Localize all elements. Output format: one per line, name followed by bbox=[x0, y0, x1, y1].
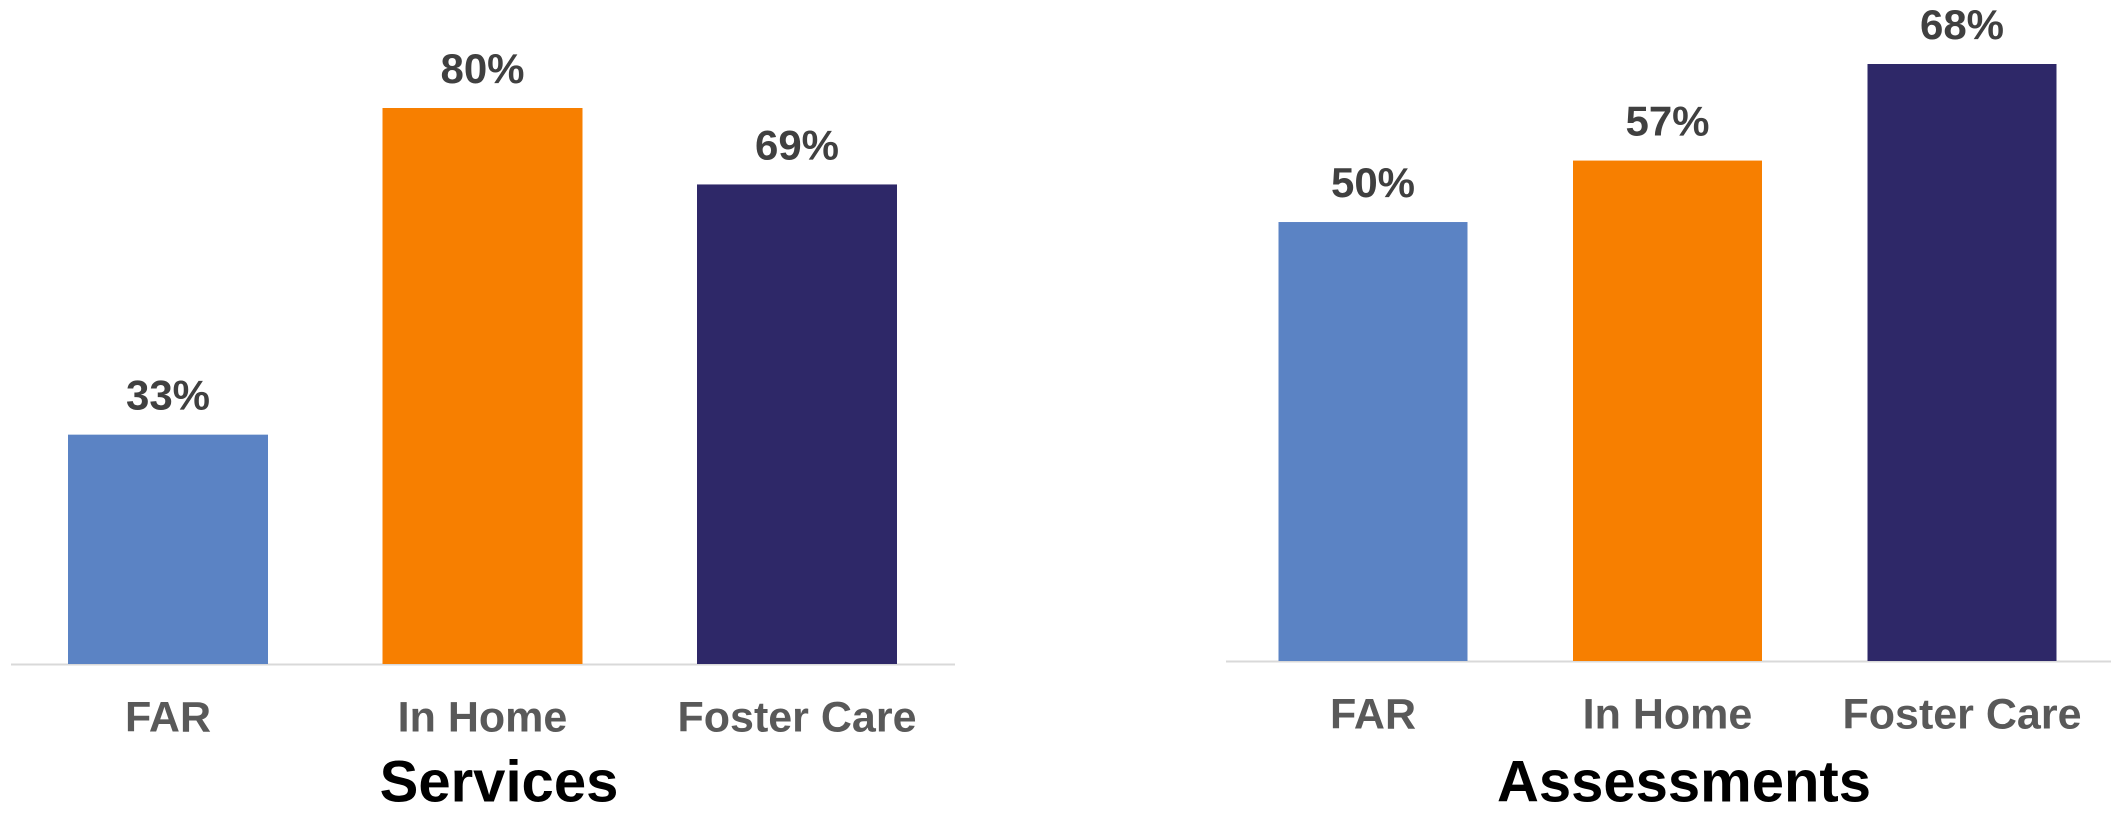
x-tick-label: In Home bbox=[398, 693, 568, 741]
data-label: 69% bbox=[755, 122, 839, 169]
data-label: 68% bbox=[1920, 1, 2004, 48]
x-tick-label: FAR bbox=[125, 693, 211, 741]
data-label: 80% bbox=[440, 45, 524, 92]
chart-title: Assessments bbox=[1497, 749, 1871, 814]
data-label: 57% bbox=[1625, 98, 1709, 145]
bar bbox=[1573, 160, 1762, 661]
bar bbox=[697, 184, 897, 664]
x-tick-label: Foster Care bbox=[1843, 690, 2082, 738]
data-label: 33% bbox=[126, 372, 210, 419]
chart-title: Services bbox=[380, 749, 619, 814]
bar bbox=[382, 108, 583, 664]
data-label: 50% bbox=[1331, 159, 1415, 206]
bar bbox=[68, 434, 268, 664]
x-tick-label: In Home bbox=[1583, 690, 1753, 738]
bar bbox=[1867, 64, 2057, 661]
bar bbox=[1278, 222, 1468, 661]
x-tick-label: FAR bbox=[1330, 690, 1416, 738]
x-tick-label: Foster Care bbox=[678, 693, 917, 741]
